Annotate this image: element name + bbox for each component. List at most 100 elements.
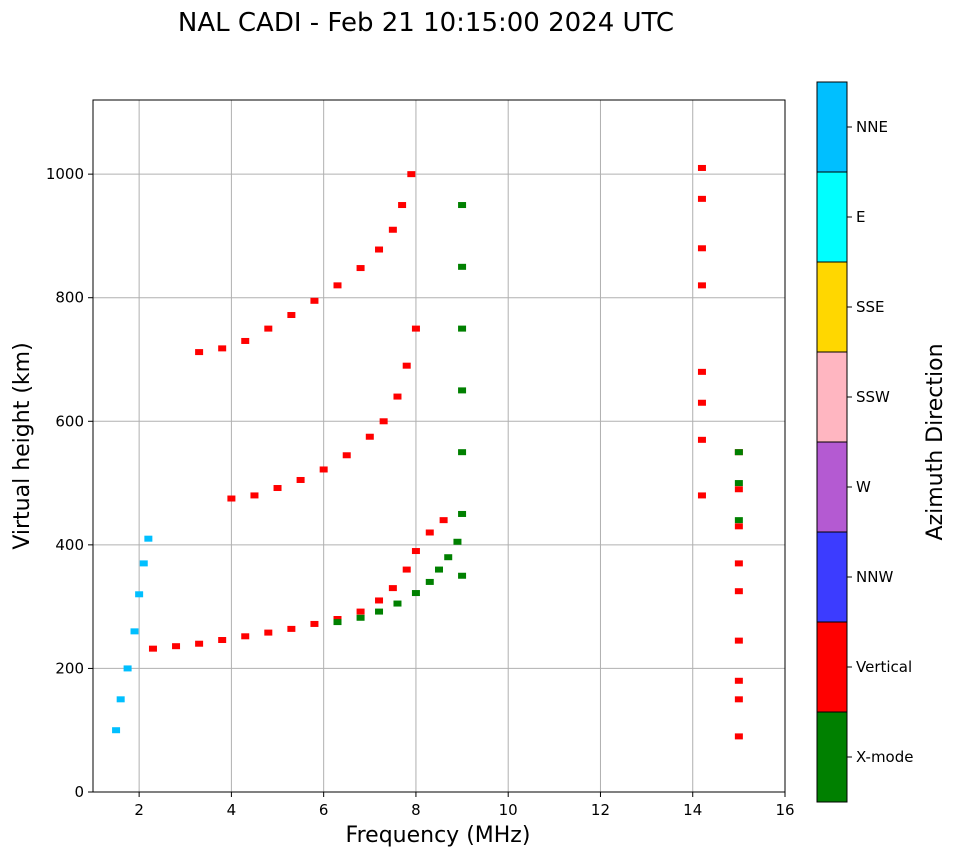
echo-point — [333, 282, 342, 289]
echo-point — [356, 614, 365, 621]
echo-point — [112, 727, 121, 734]
echo-point — [388, 226, 397, 233]
echo-point — [375, 246, 384, 253]
colorbar-swatch — [817, 82, 847, 172]
echo-point — [123, 665, 132, 672]
echo-point — [172, 643, 181, 650]
echo-point — [734, 449, 743, 456]
echo-point — [227, 495, 236, 502]
colorbar-swatch — [817, 622, 847, 712]
y-tick-label: 800 — [55, 289, 84, 307]
echo-point — [444, 554, 453, 561]
echo-point — [697, 245, 706, 252]
echo-point — [453, 538, 462, 545]
y-tick-label: 200 — [55, 659, 84, 677]
echo-point — [319, 466, 328, 473]
echo-point — [116, 696, 125, 703]
echo-point — [734, 480, 743, 487]
echo-point — [333, 619, 342, 626]
y-axis-label: Virtual height (km) — [10, 342, 35, 549]
echo-point — [734, 560, 743, 567]
echo-point — [697, 282, 706, 289]
colorbar-tick-label: NNE — [856, 118, 888, 136]
x-axis-label: Frequency (MHz) — [346, 823, 531, 848]
x-tick-label: 16 — [775, 801, 794, 819]
echo-point — [458, 202, 467, 209]
x-tick-label: 6 — [319, 801, 329, 819]
colorbar-tick-label: X-mode — [856, 748, 913, 766]
x-tick-label: 4 — [227, 801, 237, 819]
y-tick-label: 1000 — [46, 165, 84, 183]
colorbar-tick-label: SSE — [856, 298, 885, 316]
x-tick-label: 10 — [499, 801, 518, 819]
echo-point — [458, 263, 467, 270]
echo-point — [411, 590, 420, 597]
colorbar-tick-label: NNW — [856, 568, 893, 586]
echo-point — [458, 325, 467, 332]
echo-point — [734, 517, 743, 524]
colorbar: X-mode Vertical NNW W SSW SSE E NNE — [816, 81, 913, 803]
colorbar-swatch — [817, 442, 847, 532]
echo-point — [264, 629, 273, 636]
echo-point — [218, 345, 227, 352]
echo-point — [356, 608, 365, 615]
echo-point — [388, 585, 397, 592]
echo-point — [458, 572, 467, 579]
echo-point — [435, 566, 443, 573]
colorbar-tick-label: SSW — [856, 388, 890, 406]
echo-point — [250, 492, 259, 499]
echo-point — [379, 418, 388, 425]
y-tick-label: 400 — [55, 536, 84, 554]
echo-point — [195, 640, 204, 647]
echo-point — [411, 325, 420, 332]
echo-point — [439, 517, 448, 524]
echo-point — [356, 265, 365, 272]
echo-point — [734, 588, 743, 595]
echo-point — [310, 620, 319, 627]
echo-point — [148, 645, 157, 652]
echo-point — [734, 523, 743, 530]
echo-point — [697, 164, 706, 171]
echo-point — [402, 566, 411, 573]
echo-point — [393, 600, 402, 607]
colorbar-tick-label: E — [856, 208, 865, 226]
echo-point — [411, 548, 420, 555]
echo-point — [697, 492, 706, 499]
colorbar-tick-label: Vertical — [856, 658, 912, 676]
echo-point — [296, 476, 305, 483]
echo-point — [734, 486, 743, 493]
x-axis-ticks: 2 4 6 8 10 12 14 16 — [134, 792, 795, 819]
colorbar-swatch — [817, 172, 847, 262]
colorbar-swatch — [817, 532, 847, 622]
colorbar-swatch — [817, 262, 847, 352]
y-axis-ticks: 0 200 400 600 800 1000 — [46, 165, 93, 801]
echo-point — [734, 677, 743, 684]
echo-point — [310, 297, 319, 304]
echo-points — [112, 164, 743, 740]
echo-point — [458, 449, 467, 456]
echo-point — [734, 733, 743, 740]
echo-point — [287, 312, 296, 319]
echo-point — [241, 337, 250, 344]
colorbar-tick-label: W — [856, 478, 871, 496]
echo-point — [365, 433, 374, 440]
echo-point — [287, 625, 296, 632]
x-tick-label: 8 — [411, 801, 421, 819]
echo-point — [402, 362, 411, 369]
x-tick-label: 14 — [683, 801, 702, 819]
echo-point — [407, 171, 416, 178]
echo-point — [697, 399, 706, 406]
echo-point — [425, 529, 434, 536]
echo-point — [218, 637, 227, 644]
echo-point — [734, 637, 743, 644]
colorbar-frame — [816, 81, 848, 803]
echo-point — [342, 452, 351, 459]
echo-point — [398, 202, 407, 209]
echo-point — [375, 608, 384, 615]
echo-point — [697, 436, 706, 443]
echo-point — [144, 535, 153, 542]
echo-point — [375, 597, 384, 604]
grid-lines — [93, 100, 786, 793]
echo-point — [425, 578, 434, 585]
echo-point — [273, 485, 282, 492]
